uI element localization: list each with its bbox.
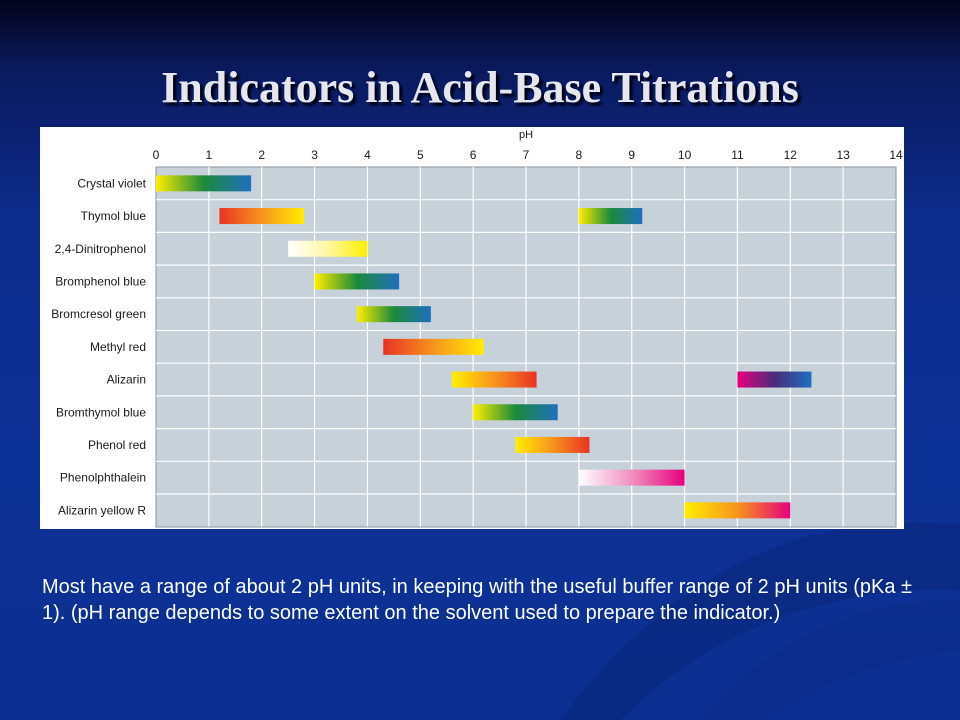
x-tick-label: 11 <box>731 148 744 162</box>
x-tick-label: 5 <box>417 148 424 162</box>
x-tick-label: 8 <box>576 148 583 162</box>
x-tick-label: 12 <box>784 148 798 162</box>
caption-text: Most have a range of about 2 pH units, i… <box>42 576 913 624</box>
row-label: Phenol red <box>88 438 146 452</box>
x-tick-label: 1 <box>206 148 213 162</box>
row-label: Phenolphthalein <box>60 471 146 485</box>
range-bar <box>515 436 590 453</box>
range-bar <box>473 404 558 421</box>
range-bar <box>578 208 643 225</box>
row-label: Bromphenol blue <box>55 274 146 288</box>
x-tick-label: 7 <box>523 148 530 162</box>
row-label: Alizarin yellow R <box>58 503 146 517</box>
range-bar <box>684 502 791 519</box>
chart-svg: 0 1 2 3 4 5 6 7 8 9 10 11 12 13 14 pH Crystal violetTh… <box>51 129 903 528</box>
range-bar <box>452 371 537 388</box>
x-tick-label: 3 <box>311 148 318 162</box>
x-tick-label: 6 <box>470 148 477 162</box>
row-label: Alizarin <box>107 373 146 387</box>
x-tick-label: 4 <box>364 148 371 162</box>
range-bar <box>219 208 304 225</box>
indicator-range-chart: 0 1 2 3 4 5 6 7 8 9 10 11 12 13 14 pH Crystal violet Th… <box>40 127 904 529</box>
x-tick-label: 0 <box>153 148 160 162</box>
row-label: Bromcresol green <box>51 307 146 321</box>
x-tick-label: 13 <box>836 148 850 162</box>
row-label: Crystal violet <box>77 176 146 190</box>
range-bar <box>383 338 484 355</box>
range-bar <box>578 469 685 486</box>
x-tick-label: 10 <box>678 148 692 162</box>
slide-title: Indicators in Acid-Base Titrations <box>161 63 799 112</box>
range-bar <box>737 371 812 388</box>
x-tick-label: 14 <box>889 148 903 162</box>
row-label: 2,4-Dinitrophenol <box>55 242 146 256</box>
range-bar <box>356 306 431 323</box>
row-label: Thymol blue <box>81 209 147 223</box>
row-label: Bromthymol blue <box>56 405 146 419</box>
range-bar <box>156 175 252 192</box>
x-tick-label: 9 <box>628 148 635 162</box>
row-label: Methyl red <box>90 340 146 354</box>
range-bar <box>314 273 400 290</box>
x-axis-label: pH <box>519 129 533 141</box>
x-tick-label: 2 <box>258 148 265 162</box>
range-bar <box>288 240 368 257</box>
